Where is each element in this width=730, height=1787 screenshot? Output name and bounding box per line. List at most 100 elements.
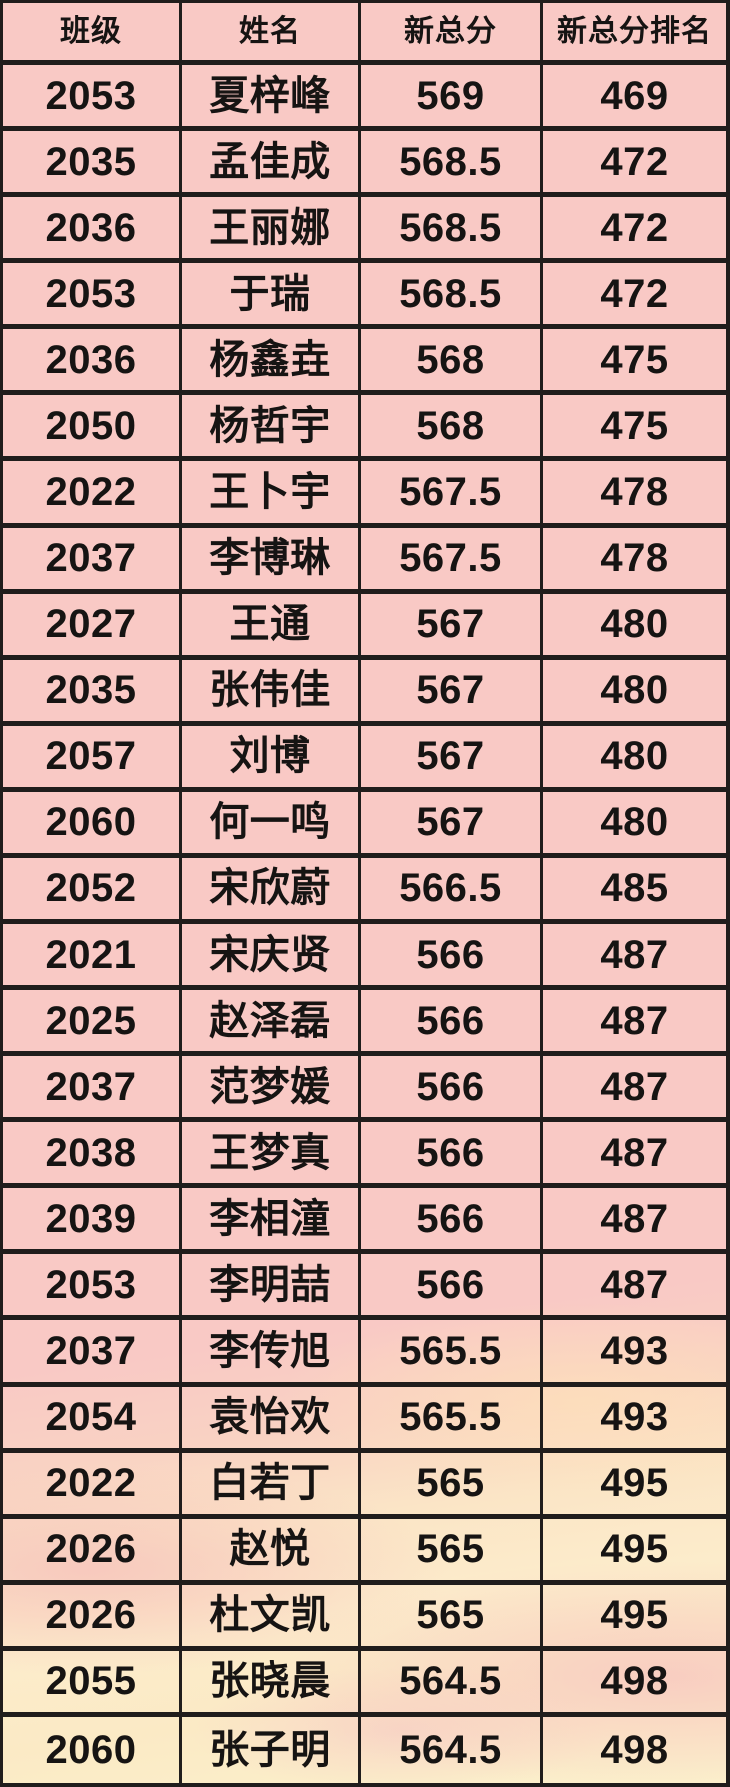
cell-rank: 480 — [543, 594, 726, 660]
cell-name: 范梦媛 — [182, 1056, 361, 1123]
cell-name: 宋庆贤 — [182, 923, 361, 991]
header-class: 班级 — [3, 3, 182, 65]
cell-class: 2039 — [3, 1188, 182, 1255]
cell-name: 何一鸣 — [182, 791, 361, 858]
cell-score: 566 — [361, 1056, 543, 1123]
header-score: 新总分 — [361, 3, 543, 65]
cell-class: 2050 — [3, 395, 182, 462]
cell-class: 2027 — [3, 593, 182, 660]
cell-class: 2035 — [3, 659, 182, 726]
cell-name: 王卜宇 — [182, 461, 361, 528]
cell-class: 2026 — [3, 1518, 182, 1585]
cell-class: 2021 — [3, 923, 182, 991]
cell-rank: 475 — [543, 395, 726, 462]
cell-name: 于瑞 — [182, 263, 361, 330]
cell-rank: 475 — [543, 329, 726, 396]
cell-class: 2036 — [3, 197, 182, 264]
cell-class: 2025 — [3, 990, 182, 1057]
cell-score: 565 — [361, 1584, 543, 1651]
cell-name: 张伟佳 — [182, 659, 361, 726]
cell-name: 杜文凯 — [182, 1584, 361, 1651]
cell-name: 王梦真 — [182, 1122, 361, 1189]
cell-score: 566 — [361, 1122, 543, 1189]
cell-name: 王丽娜 — [182, 197, 361, 264]
cell-class: 2053 — [3, 1254, 182, 1321]
cell-class: 2054 — [3, 1386, 182, 1453]
cell-score: 566 — [361, 1188, 543, 1255]
cell-rank: 469 — [543, 65, 726, 132]
cell-name: 李传旭 — [182, 1320, 361, 1387]
cell-name: 王通 — [182, 593, 361, 660]
cell-class: 2037 — [3, 1320, 182, 1387]
cell-name: 赵泽磊 — [182, 990, 361, 1057]
cell-class: 2055 — [3, 1650, 182, 1717]
cell-rank: 493 — [543, 1320, 726, 1387]
cell-name: 夏梓峰 — [182, 65, 361, 132]
cell-rank: 487 — [543, 1056, 726, 1123]
cell-rank: 493 — [543, 1387, 726, 1453]
cell-score: 566 — [361, 1254, 543, 1321]
cell-score: 567 — [361, 725, 543, 792]
cell-score: 565.5 — [361, 1386, 543, 1453]
cell-class: 2038 — [3, 1122, 182, 1189]
cell-score: 565 — [361, 1518, 543, 1585]
cell-score: 568 — [361, 395, 543, 462]
cell-rank: 487 — [543, 990, 726, 1057]
cell-name: 张子明 — [182, 1716, 361, 1783]
cell-score: 567.5 — [361, 461, 543, 528]
cell-class: 2036 — [3, 329, 182, 396]
cell-rank: 480 — [543, 792, 726, 858]
cell-score: 566.5 — [361, 857, 543, 924]
cell-score: 567 — [361, 593, 543, 660]
cell-class: 2037 — [3, 1056, 182, 1123]
cell-class: 2022 — [3, 1452, 182, 1519]
cell-class: 2022 — [3, 461, 182, 528]
cell-score: 568.5 — [361, 197, 543, 264]
cell-name: 孟佳成 — [182, 131, 361, 198]
cell-rank: 495 — [543, 1453, 726, 1519]
cell-rank: 487 — [543, 1188, 726, 1255]
header-rank: 新总分排名 — [543, 3, 726, 65]
cell-rank: 487 — [543, 1122, 726, 1189]
cell-class: 2026 — [3, 1584, 182, 1651]
cell-score: 564.5 — [361, 1716, 543, 1783]
cell-name: 李博琳 — [182, 527, 361, 594]
cell-rank: 498 — [600, 1727, 669, 1772]
cell-name: 杨鑫垚 — [182, 329, 361, 396]
cell-name: 袁怡欢 — [182, 1386, 361, 1453]
cell-name: 张晓晨 — [182, 1650, 361, 1717]
cell-score: 568.5 — [361, 131, 543, 198]
cell-score: 567 — [361, 791, 543, 858]
cell-score: 566 — [361, 923, 543, 991]
cell-name: 宋欣蔚 — [182, 857, 361, 924]
cell-name: 李相潼 — [182, 1188, 361, 1255]
cell-rank: 495 — [543, 1519, 726, 1585]
cell-class: 2060 — [3, 791, 182, 858]
cell-score: 569 — [361, 65, 543, 132]
cell-score: 566 — [361, 990, 543, 1057]
cell-class: 2035 — [3, 131, 182, 198]
cell-rank: 487 — [543, 1254, 726, 1321]
cell-score: 567 — [361, 659, 543, 726]
cell-score: 568 — [361, 329, 543, 396]
cell-class: 2037 — [3, 527, 182, 594]
header-name: 姓名 — [182, 3, 361, 65]
cell-rank: 498 — [543, 1651, 726, 1717]
cell-rank: 472 — [543, 131, 726, 198]
cell-class: 2053 — [3, 263, 182, 330]
cell-name: 刘博 — [182, 725, 361, 792]
cell-score: 564.5 — [361, 1650, 543, 1717]
cell-score: 565 — [361, 1452, 543, 1519]
cell-rank: 485 — [543, 858, 726, 924]
cell-class: 2053 — [3, 65, 182, 132]
cell-name: 赵悦 — [182, 1518, 361, 1585]
cell-class: 2057 — [3, 725, 182, 792]
cell-rank: 478 — [543, 461, 726, 528]
cell-rank: 472 — [543, 263, 726, 330]
cell-rank: 495 — [543, 1585, 726, 1651]
cell-class: 2060 — [3, 1716, 182, 1783]
cell-score: 568.5 — [361, 263, 543, 330]
cell-class: 2052 — [3, 857, 182, 924]
